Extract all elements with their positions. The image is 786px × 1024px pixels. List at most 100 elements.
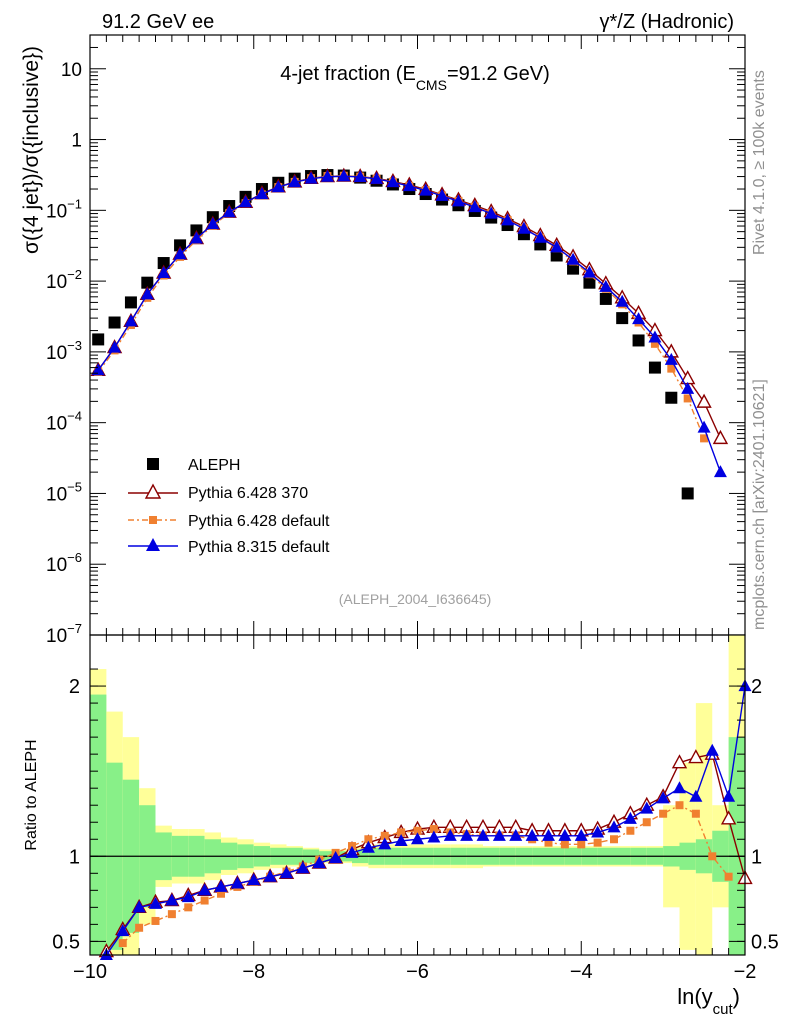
ratio-py8-point	[443, 828, 457, 841]
main-py8-point	[206, 217, 220, 230]
ratio-py8-point	[149, 896, 162, 909]
main-aleph-point	[632, 334, 645, 347]
legend-py6-370-marker	[144, 483, 162, 499]
main-py6-370-point	[696, 393, 712, 408]
main-py8-point	[337, 169, 351, 182]
main-py6-default-point	[667, 364, 676, 373]
ratio-py6-default-point	[691, 809, 700, 818]
ratio-py8-point	[607, 820, 621, 833]
main-py8-point	[681, 381, 695, 394]
ratio-py8-point	[411, 832, 424, 845]
ratio-py6-default-point	[200, 896, 209, 905]
ratio-py8-point	[640, 801, 654, 814]
ratio-py6-default-point	[675, 801, 684, 810]
main-y-tick-label: 10−7	[46, 621, 82, 647]
ratio-py6-default-point	[429, 825, 438, 834]
x-axis-label-text: ln(y	[677, 984, 712, 1009]
main-title: 4-jet fraction (ECMS=91.2 GeV)	[280, 63, 550, 93]
main-py6-default-point	[700, 434, 709, 443]
ratio-py6-default-point	[364, 835, 373, 844]
main-aleph-point	[665, 391, 678, 404]
ratio-py8-point	[132, 900, 146, 913]
ratio-py8-point	[558, 828, 572, 841]
ratio-y-tick-label-left: 2	[69, 676, 80, 698]
ratio-py8-point	[460, 828, 474, 841]
x-tick-label: −10	[73, 961, 107, 983]
ratio-py6-default-point	[659, 809, 668, 818]
legend: ALEPH Pythia 6.428 370 Pythia 6.428 defa…	[128, 457, 330, 556]
main-py8-point	[533, 230, 547, 243]
ratio-panel: 2 2 1 1 0.5 0.5 −10 −8 −6 −4 −2 Ratio to ALEPH ln(…	[23, 634, 779, 1018]
ratio-py6-default-point	[167, 910, 176, 919]
main-py8-point	[582, 265, 596, 278]
main-aleph-point	[157, 257, 170, 270]
x-axis-label: ln(ycut)	[677, 984, 740, 1018]
main-aleph-point	[648, 361, 661, 374]
main-aleph-point	[108, 316, 121, 329]
main-py8-line	[97, 175, 722, 473]
main-py8-point	[697, 420, 711, 433]
legend-aleph-label: ALEPH	[188, 457, 240, 474]
main-py8-point	[173, 247, 187, 260]
ratio-py8-point	[427, 830, 441, 843]
side-text-top: Rivet 4.1.0, ≥ 100k events	[751, 70, 768, 255]
header-left: 91.2 GeV ee	[102, 11, 214, 33]
main-y-tick-label: 10−3	[46, 338, 82, 364]
ratio-py6-default-point	[413, 826, 422, 835]
header-right-prefix: γ*/Z	[600, 11, 636, 33]
ratio-py6-default-point	[151, 916, 160, 925]
main-aleph-point	[616, 312, 629, 325]
ratio-py6-default-point	[217, 889, 225, 898]
ratio-py8-point	[181, 890, 195, 903]
main-py8-point	[402, 179, 416, 192]
main-py8-point	[517, 221, 531, 234]
main-py6-default-point	[650, 339, 659, 348]
ratio-y-tick-label-left: 1	[69, 846, 80, 868]
ratio-band-outer	[695, 703, 713, 955]
ratio-py8-point	[361, 840, 375, 853]
main-y-label: σ({4 jet})/σ({inclusive})	[20, 46, 43, 254]
ratio-py8-point	[673, 781, 686, 794]
ratio-py8-point	[312, 856, 326, 869]
legend-py6-370-label: Pythia 6.428 370	[188, 485, 308, 502]
main-y-tick-label: 1	[71, 131, 82, 152]
header-right: γ*/Z (Hadronic)	[600, 11, 734, 33]
ratio-py8-point	[574, 828, 588, 841]
x-tick-label: −4	[570, 961, 593, 983]
ratio-py8-point	[378, 837, 392, 850]
ratio-py8-point	[525, 828, 539, 841]
ratio-y-tick-label-right: 1	[751, 846, 762, 868]
ratio-py8-point	[329, 850, 343, 863]
main-aleph-point	[174, 239, 187, 252]
main-aleph-point	[92, 333, 105, 346]
ratio-py6-default-point	[380, 831, 389, 840]
ratio-py8-point	[492, 828, 506, 841]
x-tick-label: −2	[734, 961, 757, 983]
main-py8-point	[484, 206, 498, 219]
main-py8-point	[664, 352, 678, 365]
main-aleph-point	[141, 276, 154, 289]
x-axis-label-end: )	[733, 984, 740, 1009]
legend-py6-default-marker	[149, 516, 157, 524]
ratio-py8-point	[542, 828, 555, 841]
main-axes: 10 1 10−1 10−2 10−3 10−4 10−5 10−6 10−7	[46, 34, 746, 647]
legend-py8-marker	[146, 538, 160, 551]
ratio-py6-default-point	[724, 872, 733, 881]
ratio-py8-point	[705, 743, 719, 756]
main-py8-point	[124, 314, 138, 327]
ratio-py8-point	[116, 924, 130, 937]
main-py6-370-point	[712, 429, 729, 445]
ratio-py6-default-point	[642, 818, 651, 827]
main-aleph-point	[124, 296, 137, 309]
main-py6-default-line	[97, 175, 705, 439]
ratio-py8-point	[198, 883, 212, 896]
main-title-text: 4-jet fraction (E	[280, 63, 416, 85]
main-py8-point	[239, 195, 253, 208]
main-py8-point	[320, 169, 334, 182]
ratio-py8-point	[230, 876, 244, 889]
ratio-py8-point	[656, 791, 670, 804]
ratio-py8-point	[476, 828, 490, 841]
main-aleph-point	[567, 262, 580, 275]
main-py8-point	[435, 188, 449, 201]
